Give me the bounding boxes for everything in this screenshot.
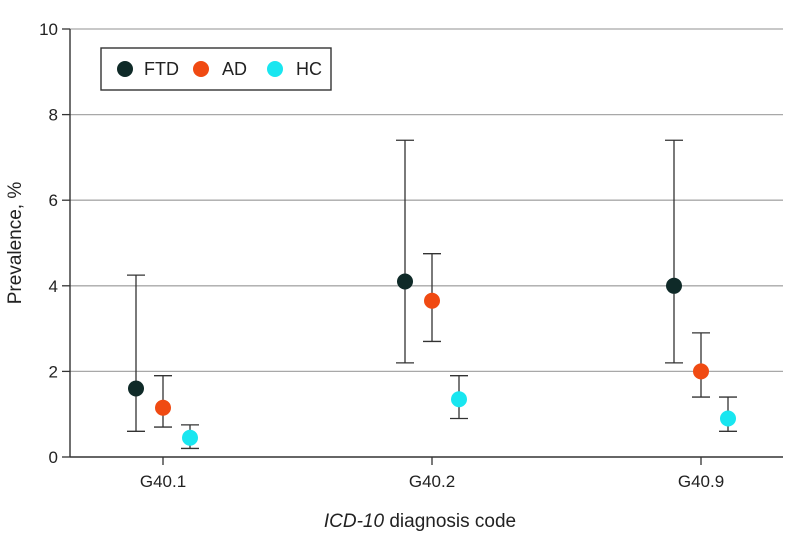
grid-layer: [70, 28, 783, 373]
x-axis-title: ICD-10 diagnosis code: [324, 511, 516, 532]
point-ftd-G40.1: [128, 380, 144, 397]
legend-label-ftd: FTD: [144, 59, 179, 79]
point-hc-G40.1: [182, 429, 198, 446]
errorbar-layer: [127, 139, 737, 450]
x-tick-label-G40.1: G40.1: [140, 472, 186, 491]
y-tick-label-0: 0: [49, 448, 58, 467]
x-tick-label-G40.2: G40.2: [409, 472, 455, 491]
legend-marker-ad: [193, 61, 209, 77]
point-ftd-G40.9: [666, 277, 682, 294]
point-ad-G40.2: [424, 292, 440, 309]
y-tick-label-8: 8: [49, 106, 58, 125]
axes-layer: 0 2 4 6 8 10 G40.1 G40.2 G40.9: [39, 20, 783, 491]
point-hc-G40.2: [451, 391, 467, 408]
y-tick-label-4: 4: [49, 277, 58, 296]
y-tick-label-6: 6: [49, 191, 58, 210]
x-tick-label-G40.9: G40.9: [678, 472, 724, 491]
y-tick-label-2: 2: [49, 362, 58, 381]
y-axis-title: Prevalence, %: [5, 182, 26, 305]
point-hc-G40.9: [720, 410, 736, 427]
point-ad-G40.9: [693, 363, 709, 380]
legend-marker-ftd: [117, 61, 133, 77]
legend: FTD AD HC: [100, 47, 332, 91]
legend-label-ad: AD: [222, 59, 247, 79]
x-axis-title-rest: diagnosis code: [384, 511, 516, 532]
point-ftd-G40.2: [397, 273, 413, 290]
legend-label-hc: HC: [296, 59, 322, 79]
point-ad-G40.1: [155, 399, 171, 416]
legend-marker-hc: [267, 61, 283, 77]
legend-box: [100, 47, 332, 91]
y-tick-label-10: 10: [39, 20, 58, 39]
x-axis-title-italic: ICD-10: [324, 511, 385, 532]
point-layer: [128, 273, 736, 446]
